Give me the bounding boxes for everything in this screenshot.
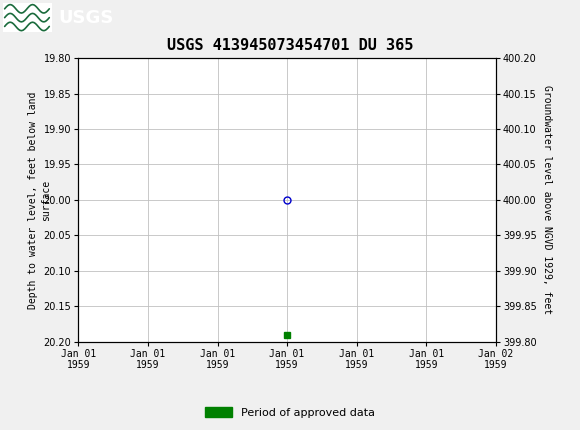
Text: USGS 413945073454701 DU 365: USGS 413945073454701 DU 365	[167, 38, 413, 52]
Text: USGS: USGS	[58, 9, 113, 27]
Y-axis label: Groundwater level above NGVD 1929, feet: Groundwater level above NGVD 1929, feet	[542, 86, 552, 314]
Y-axis label: Depth to water level, feet below land
surface: Depth to water level, feet below land su…	[28, 91, 50, 309]
Legend: Period of approved data: Period of approved data	[200, 403, 380, 422]
Bar	[3, 3, 52, 32]
